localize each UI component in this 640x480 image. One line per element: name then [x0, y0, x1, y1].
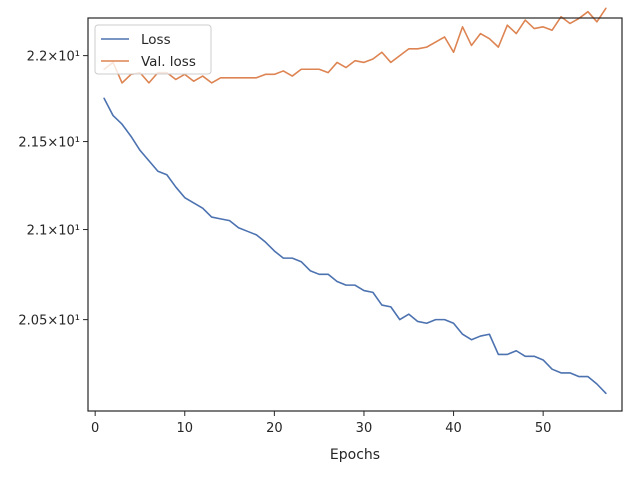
legend-label: Loss: [141, 32, 171, 48]
x-tick-label: 20: [266, 421, 283, 436]
x-tick-label: 30: [356, 421, 373, 436]
y-tick-label: 2.1×10¹: [27, 224, 80, 239]
x-tick-label: 10: [176, 421, 193, 436]
x-axis-label: Epochs: [330, 447, 380, 463]
y-axis-ticks: 2.05×10¹ 2.1×10¹ 2.15×10¹ 2.2×10¹: [18, 50, 88, 329]
legend: Loss Val. loss: [94, 24, 212, 75]
series-line-val-loss: [103, 7, 607, 84]
x-tick-label: 40: [445, 421, 462, 436]
y-tick-label: 2.2×10¹: [27, 50, 80, 65]
series-lines: [103, 7, 607, 395]
y-tick-label: 2.15×10¹: [18, 136, 80, 151]
x-tick-label: 50: [535, 421, 552, 436]
series-line-loss: [103, 97, 607, 395]
x-axis-ticks: 0 10 20 30 40 50: [91, 411, 551, 436]
legend-label: Val. loss: [141, 54, 196, 70]
plot-area-frame: [87, 17, 623, 412]
x-tick-label: 0: [91, 421, 99, 436]
y-tick-label: 2.05×10¹: [18, 314, 80, 329]
